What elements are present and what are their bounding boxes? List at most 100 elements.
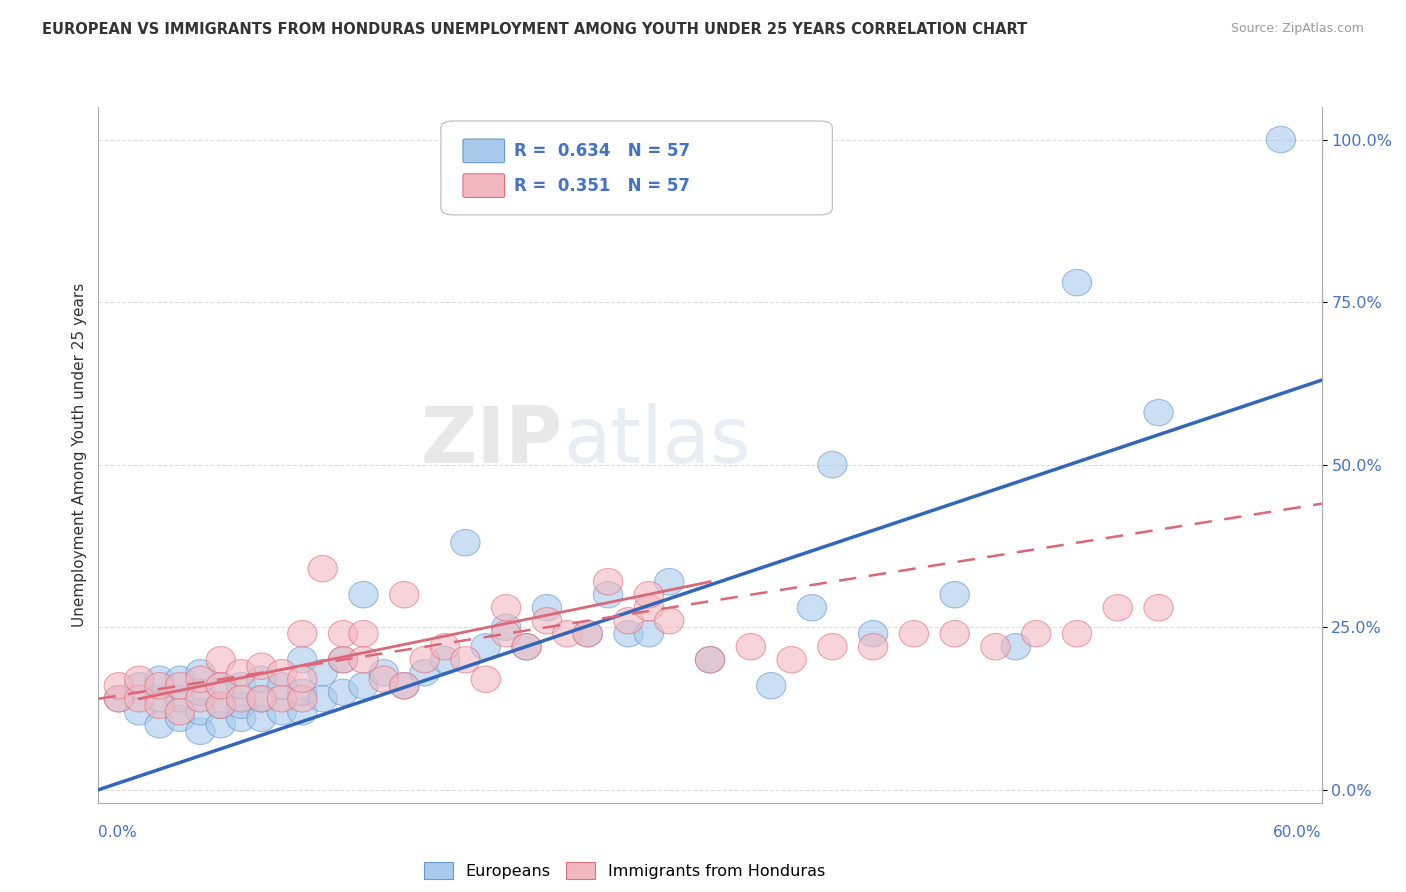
Ellipse shape — [1063, 621, 1091, 647]
Ellipse shape — [226, 705, 256, 731]
Y-axis label: Unemployment Among Youth under 25 years: Unemployment Among Youth under 25 years — [72, 283, 87, 627]
Ellipse shape — [818, 451, 846, 478]
Ellipse shape — [655, 607, 683, 634]
Text: R =  0.351   N = 57: R = 0.351 N = 57 — [515, 177, 690, 194]
Ellipse shape — [430, 647, 460, 673]
Ellipse shape — [1063, 269, 1091, 296]
Ellipse shape — [288, 647, 316, 673]
Ellipse shape — [349, 621, 378, 647]
Ellipse shape — [593, 582, 623, 608]
Ellipse shape — [349, 673, 378, 699]
Ellipse shape — [471, 633, 501, 660]
Ellipse shape — [145, 692, 174, 718]
Ellipse shape — [1022, 621, 1050, 647]
Ellipse shape — [288, 679, 316, 706]
Ellipse shape — [492, 614, 520, 640]
Ellipse shape — [634, 594, 664, 621]
Ellipse shape — [389, 673, 419, 699]
Ellipse shape — [308, 556, 337, 582]
Ellipse shape — [634, 621, 664, 647]
Ellipse shape — [186, 698, 215, 725]
Ellipse shape — [125, 686, 153, 712]
Ellipse shape — [226, 673, 256, 699]
Ellipse shape — [308, 659, 337, 686]
Ellipse shape — [166, 705, 194, 731]
Ellipse shape — [308, 686, 337, 712]
Ellipse shape — [166, 666, 194, 692]
Ellipse shape — [125, 698, 153, 725]
Ellipse shape — [370, 659, 398, 686]
Ellipse shape — [207, 647, 235, 673]
Ellipse shape — [145, 666, 174, 692]
Ellipse shape — [267, 686, 297, 712]
Ellipse shape — [1144, 594, 1173, 621]
Ellipse shape — [329, 621, 357, 647]
Ellipse shape — [125, 666, 153, 692]
Ellipse shape — [145, 712, 174, 738]
Ellipse shape — [1144, 400, 1173, 425]
Ellipse shape — [941, 621, 969, 647]
FancyBboxPatch shape — [463, 139, 505, 162]
Ellipse shape — [492, 621, 520, 647]
Text: Source: ZipAtlas.com: Source: ZipAtlas.com — [1230, 22, 1364, 36]
Ellipse shape — [451, 647, 479, 673]
Ellipse shape — [207, 712, 235, 738]
Ellipse shape — [207, 673, 235, 699]
FancyBboxPatch shape — [463, 174, 505, 197]
Ellipse shape — [574, 621, 602, 647]
Ellipse shape — [349, 582, 378, 608]
Ellipse shape — [370, 666, 398, 692]
Text: 0.0%: 0.0% — [98, 825, 138, 840]
Ellipse shape — [492, 594, 520, 621]
Ellipse shape — [166, 698, 194, 725]
Ellipse shape — [430, 633, 460, 660]
Ellipse shape — [389, 582, 419, 608]
Ellipse shape — [288, 666, 316, 692]
Ellipse shape — [1267, 127, 1295, 153]
Ellipse shape — [349, 647, 378, 673]
Ellipse shape — [267, 659, 297, 686]
Ellipse shape — [247, 653, 276, 680]
Text: 60.0%: 60.0% — [1274, 825, 1322, 840]
Ellipse shape — [859, 621, 887, 647]
Ellipse shape — [247, 705, 276, 731]
Ellipse shape — [614, 607, 643, 634]
Ellipse shape — [411, 659, 439, 686]
Ellipse shape — [186, 666, 215, 692]
Ellipse shape — [166, 686, 194, 712]
Text: EUROPEAN VS IMMIGRANTS FROM HONDURAS UNEMPLOYMENT AMONG YOUTH UNDER 25 YEARS COR: EUROPEAN VS IMMIGRANTS FROM HONDURAS UNE… — [42, 22, 1028, 37]
Ellipse shape — [900, 621, 928, 647]
Ellipse shape — [166, 673, 194, 699]
Ellipse shape — [797, 594, 827, 621]
Ellipse shape — [981, 633, 1010, 660]
Ellipse shape — [226, 659, 256, 686]
Ellipse shape — [288, 686, 316, 712]
Legend: Europeans, Immigrants from Honduras: Europeans, Immigrants from Honduras — [418, 856, 831, 885]
Ellipse shape — [104, 673, 134, 699]
Ellipse shape — [533, 607, 561, 634]
Ellipse shape — [696, 647, 724, 673]
Ellipse shape — [186, 686, 215, 712]
Ellipse shape — [471, 666, 501, 692]
FancyBboxPatch shape — [441, 121, 832, 215]
Ellipse shape — [1104, 594, 1132, 621]
Ellipse shape — [329, 647, 357, 673]
Ellipse shape — [574, 621, 602, 647]
Ellipse shape — [737, 633, 765, 660]
Ellipse shape — [186, 718, 215, 745]
Ellipse shape — [247, 686, 276, 712]
Ellipse shape — [288, 698, 316, 725]
Ellipse shape — [247, 686, 276, 712]
Ellipse shape — [593, 568, 623, 595]
Ellipse shape — [145, 686, 174, 712]
Ellipse shape — [1001, 633, 1031, 660]
Ellipse shape — [186, 679, 215, 706]
Ellipse shape — [512, 633, 541, 660]
Ellipse shape — [655, 568, 683, 595]
Ellipse shape — [104, 686, 134, 712]
Ellipse shape — [389, 673, 419, 699]
Ellipse shape — [207, 692, 235, 718]
Ellipse shape — [634, 582, 664, 608]
Ellipse shape — [267, 698, 297, 725]
Text: R =  0.634   N = 57: R = 0.634 N = 57 — [515, 142, 690, 160]
